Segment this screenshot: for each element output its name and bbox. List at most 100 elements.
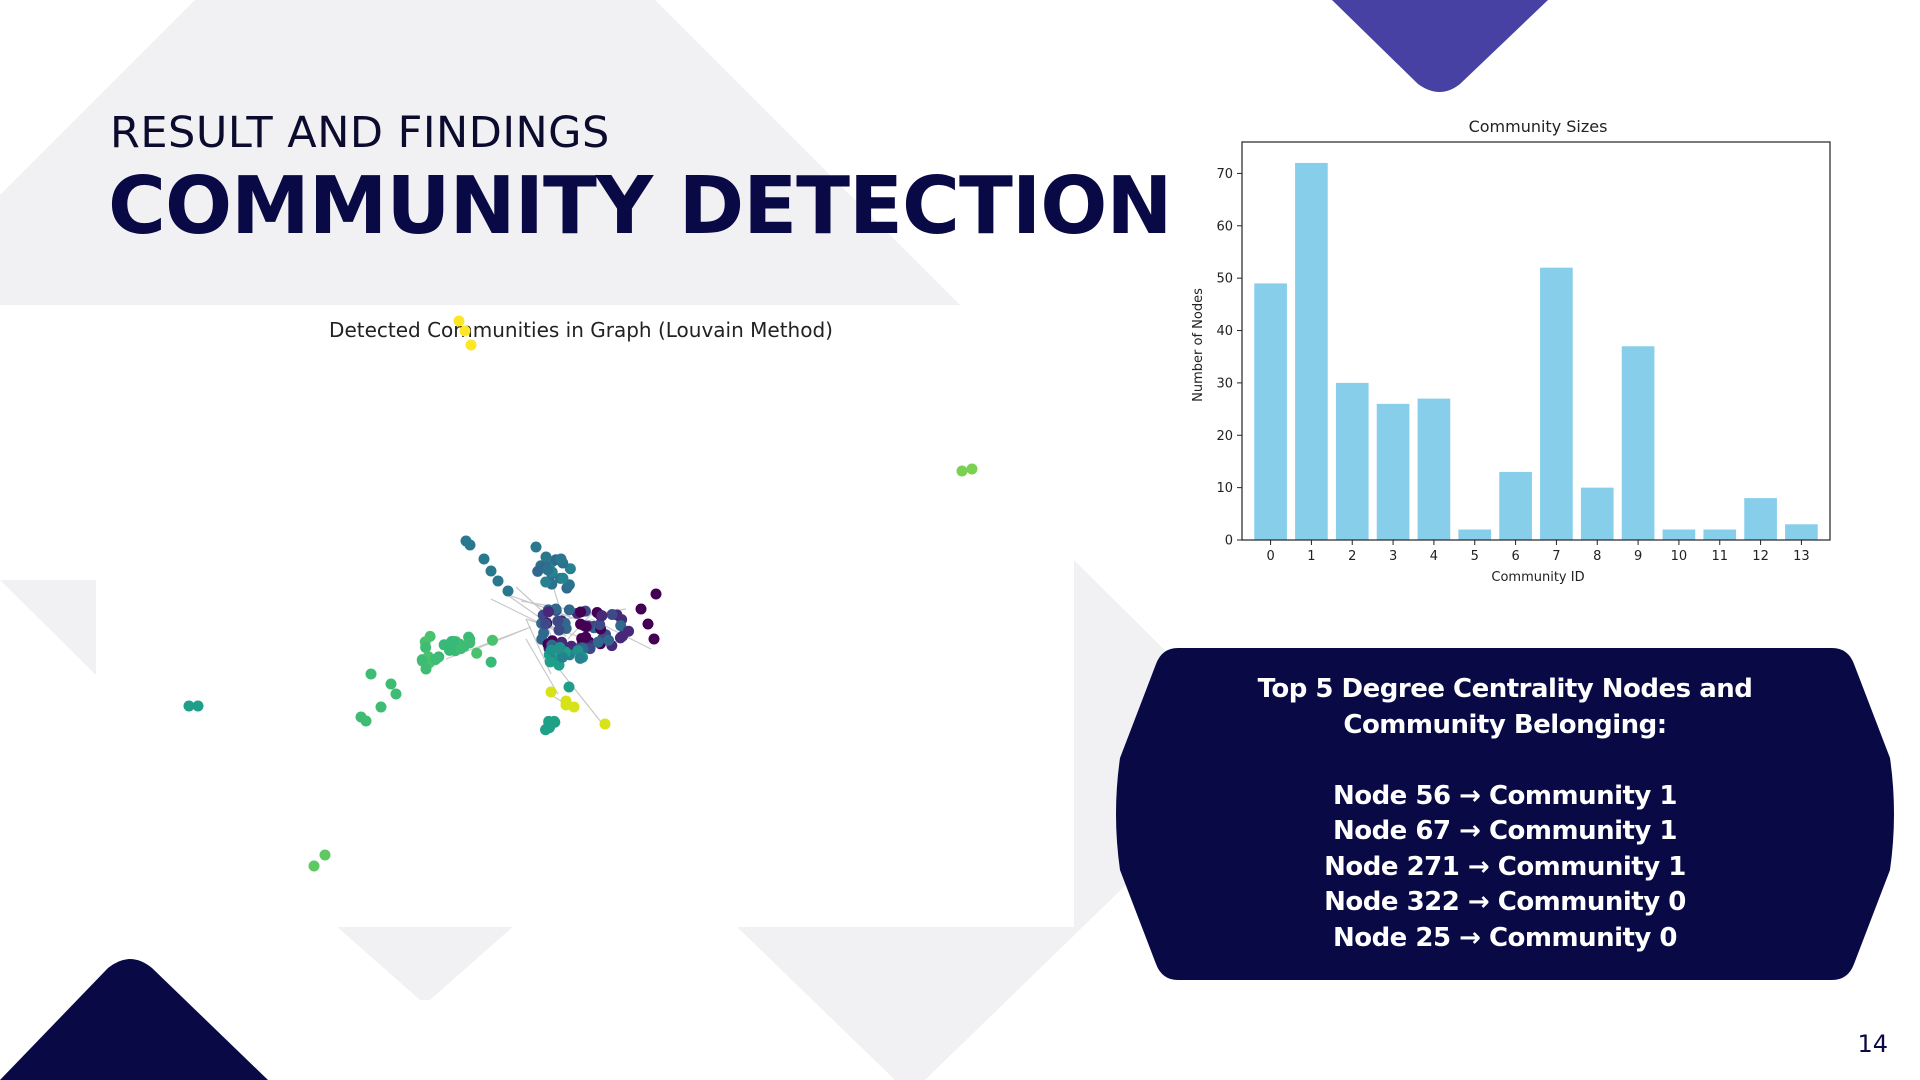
slide-title: COMMUNITY DETECTION — [108, 160, 1173, 252]
slide-subtitle: RESULT AND FINDINGS — [110, 108, 610, 158]
graph-node — [365, 668, 377, 680]
graph-node — [420, 641, 432, 653]
graph-node — [556, 651, 568, 663]
x-tick-label: 13 — [1793, 549, 1810, 564]
bar-community-8 — [1580, 487, 1614, 540]
graph-node — [555, 553, 567, 565]
graph-node — [530, 541, 542, 553]
graph-node — [552, 615, 564, 627]
indigo-corner-shape — [1332, 0, 1548, 92]
graph-node — [192, 700, 204, 712]
bar-community-4 — [1417, 398, 1451, 540]
graph-node — [563, 604, 575, 616]
graph-node — [538, 627, 550, 639]
graph-nodes — [183, 315, 978, 872]
graph-node — [453, 315, 465, 327]
graph-node — [545, 686, 557, 698]
graph-node — [502, 585, 514, 597]
graph-node — [471, 647, 483, 659]
y-tick-label: 10 — [1216, 481, 1233, 496]
graph-node — [548, 715, 560, 727]
graph-node — [540, 724, 552, 736]
y-tick-label: 40 — [1216, 324, 1233, 339]
graph-node — [592, 636, 604, 648]
graph-node — [648, 633, 660, 645]
graph-node — [424, 630, 436, 642]
graph-node — [563, 681, 575, 693]
info-item-1: Node 56 → Community 1 — [1332, 780, 1678, 811]
graph-node — [540, 551, 552, 563]
graph-node — [557, 572, 569, 584]
graph-node — [319, 849, 331, 861]
bar-community-5 — [1458, 529, 1492, 540]
gray-shape-left — [0, 580, 96, 675]
community-graph-figure: Detected Communities in Graph (Louvain M… — [96, 309, 1074, 927]
graph-node — [485, 656, 497, 668]
bar-community-0 — [1254, 283, 1287, 540]
graph-node — [478, 553, 490, 565]
gray-shape-bottom-center — [735, 560, 1265, 1080]
bar-community-7 — [1540, 267, 1573, 540]
graph-node — [606, 608, 618, 620]
graph-node — [554, 642, 566, 654]
info-item-3: Node 271 → Community 1 — [1324, 851, 1686, 882]
bar-community-13 — [1785, 524, 1818, 540]
graph-node — [650, 588, 662, 600]
graph-node — [560, 695, 572, 707]
graph-node — [553, 624, 565, 636]
info-heading-line2: Community Belonging: — [1343, 709, 1667, 740]
bar-community-10 — [1662, 529, 1696, 540]
graph-node — [459, 325, 471, 337]
x-tick-label: 1 — [1307, 549, 1315, 564]
graph-node — [492, 575, 504, 587]
graph-node — [360, 715, 372, 727]
graph-node — [540, 618, 552, 630]
x-tick-label: 12 — [1752, 549, 1769, 564]
x-axis-label: Community ID — [1491, 570, 1584, 585]
graph-node — [465, 339, 477, 351]
graph-node — [575, 606, 587, 618]
graph-node — [542, 606, 554, 618]
y-tick-label: 70 — [1216, 167, 1233, 182]
graph-node — [385, 678, 397, 690]
navy-corner-shape — [0, 959, 268, 1080]
graph-figure-title: Detected Communities in Graph (Louvain M… — [329, 318, 833, 342]
bar-community-1 — [1295, 162, 1328, 540]
graph-node — [544, 656, 556, 668]
graph-node — [956, 465, 968, 477]
graph-node — [568, 701, 580, 713]
x-tick-label: 11 — [1711, 549, 1728, 564]
graph-node — [308, 860, 320, 872]
graph-node — [623, 625, 635, 637]
bar-community-3 — [1376, 403, 1410, 540]
community-sizes-chart: Community Sizes Number of Nodes Communit… — [1180, 110, 1860, 600]
graph-node — [540, 576, 552, 588]
graph-node — [430, 653, 442, 665]
x-tick-label: 2 — [1348, 549, 1356, 564]
graph-node — [599, 718, 611, 730]
graph-node — [594, 619, 606, 631]
y-tick-label: 30 — [1216, 376, 1233, 391]
graph-node — [390, 688, 402, 700]
y-tick-label: 0 — [1225, 534, 1233, 549]
x-tick-label: 9 — [1634, 549, 1642, 564]
graph-node — [420, 663, 432, 675]
plot-frame — [1241, 141, 1831, 541]
graph-node — [574, 652, 586, 664]
top-centrality-box: Top 5 Degree Centrality Nodes and Commun… — [1110, 648, 1900, 980]
y-axis-label: Number of Nodes — [1191, 288, 1206, 402]
x-tick-label: 0 — [1266, 549, 1274, 564]
bar-community-6 — [1499, 471, 1532, 540]
info-item-5: Node 25 → Community 0 — [1332, 922, 1678, 953]
graph-node — [614, 632, 626, 644]
graph-node — [542, 564, 554, 576]
page-number: 14 — [1857, 1030, 1888, 1058]
y-tick-label: 50 — [1216, 272, 1233, 287]
bar-community-2 — [1335, 382, 1369, 540]
bar-community-11 — [1703, 529, 1737, 540]
graph-node — [183, 700, 195, 712]
x-tick-label: 10 — [1671, 549, 1688, 564]
graph-node — [603, 634, 615, 646]
gray-shape-top — [0, 0, 960, 305]
